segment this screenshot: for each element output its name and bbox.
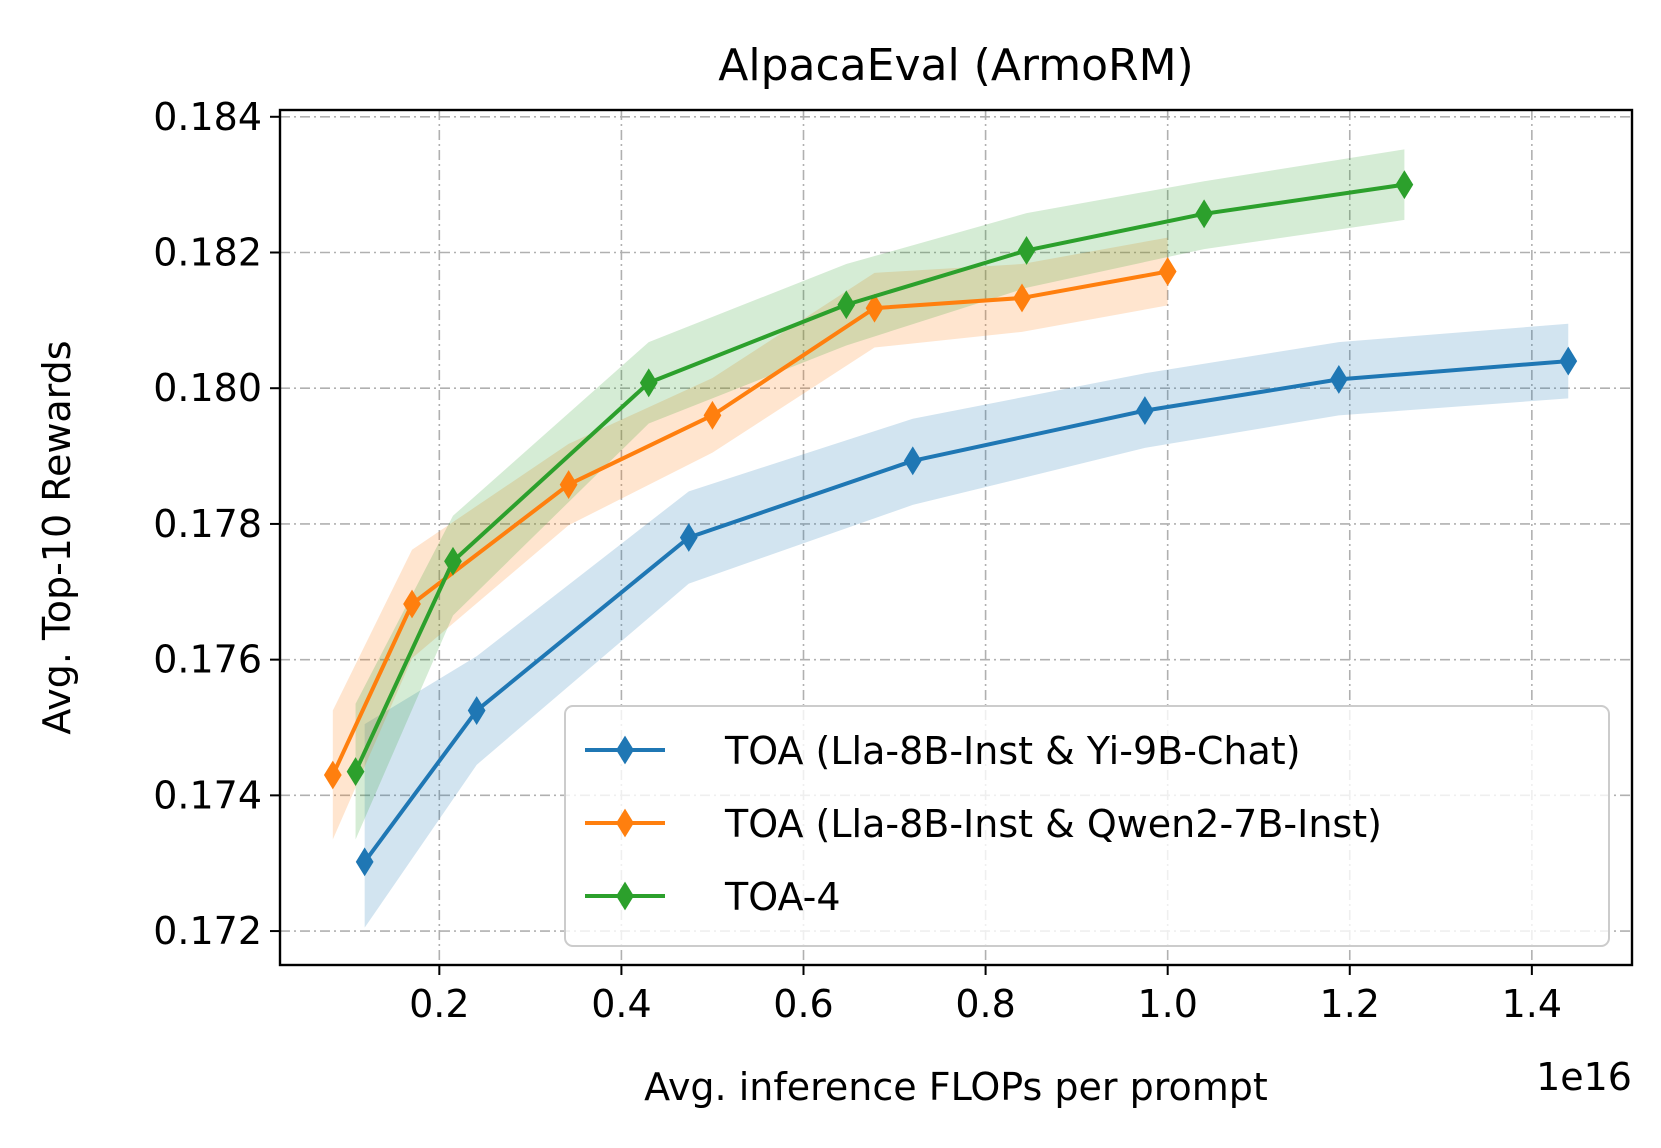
data-point: [1559, 346, 1578, 376]
x-tick-label: 1.2: [1320, 982, 1380, 1026]
x-axis-offset-label: 1e16: [1536, 1055, 1632, 1099]
legend-label-2: TOA (Lla-8B-Inst & Qwen2-7B-Inst): [724, 802, 1382, 846]
legend-label-1: TOA (Lla-8B-Inst & Yi-9B-Chat): [724, 729, 1301, 773]
x-tick-label: 0.8: [955, 982, 1015, 1026]
series-lines: [323, 170, 1578, 877]
data-point: [679, 523, 698, 552]
data-point: [1195, 199, 1213, 229]
data-point: [1158, 257, 1177, 286]
legend-box: [564, 705, 1610, 947]
y-axis-label: Avg. Top-10 Rewards: [35, 340, 79, 734]
x-tick-label: 0.2: [409, 982, 469, 1026]
confidence-band-series-1: [364, 323, 1569, 928]
confidence-band-series-3: [355, 149, 1405, 840]
data-point: [1013, 283, 1031, 313]
x-tick-label: 1.4: [1502, 982, 1562, 1026]
plot-frame: [278, 108, 1634, 967]
data-point: [323, 760, 342, 790]
data-point: [703, 400, 722, 430]
data-point: [1395, 170, 1414, 200]
data-point: [346, 757, 365, 787]
legend: TOA (Lla-8B-Inst & Yi-9B-Chat) TOA (Lla-8…: [564, 705, 1610, 947]
data-point: [865, 293, 884, 323]
y-tick-label: 0.174: [153, 773, 262, 817]
y-tick-label: 0.178: [153, 502, 262, 546]
x-tick-label: 0.6: [773, 982, 833, 1026]
data-point: [355, 847, 374, 877]
data-point: [1329, 364, 1348, 394]
y-tick-label: 0.184: [153, 95, 262, 139]
data-point: [467, 696, 486, 725]
chart-title: AlpacaEval (ArmoRM): [718, 40, 1193, 91]
data-point: [639, 368, 658, 398]
data-point: [1136, 396, 1154, 426]
data-point: [559, 470, 578, 500]
data-point: [1017, 236, 1036, 265]
y-tick-label: 0.182: [153, 231, 262, 275]
data-point: [403, 589, 421, 619]
legend-marker-2: [616, 808, 634, 838]
y-tick-label: 0.176: [153, 638, 262, 682]
x-axis-label: Avg. inference FLOPs per prompt: [644, 1065, 1268, 1109]
data-point: [903, 446, 922, 476]
axis-ticks: 0.2 0.4 0.6 0.8 1.0 1.2 1.4 0.172 0.174 0.176 0.17…: [153, 95, 1562, 1026]
data-point: [444, 546, 462, 576]
data-point: [837, 290, 856, 320]
x-tick-label: 1.0: [1137, 982, 1197, 1026]
x-tick-label: 0.4: [591, 982, 651, 1026]
y-tick-label: 0.172: [153, 909, 262, 953]
y-tick-label: 0.180: [153, 366, 262, 410]
legend-label-3: TOA-4: [724, 875, 841, 919]
legend-marker-3: [616, 881, 634, 911]
legend-marker-1: [616, 735, 634, 765]
